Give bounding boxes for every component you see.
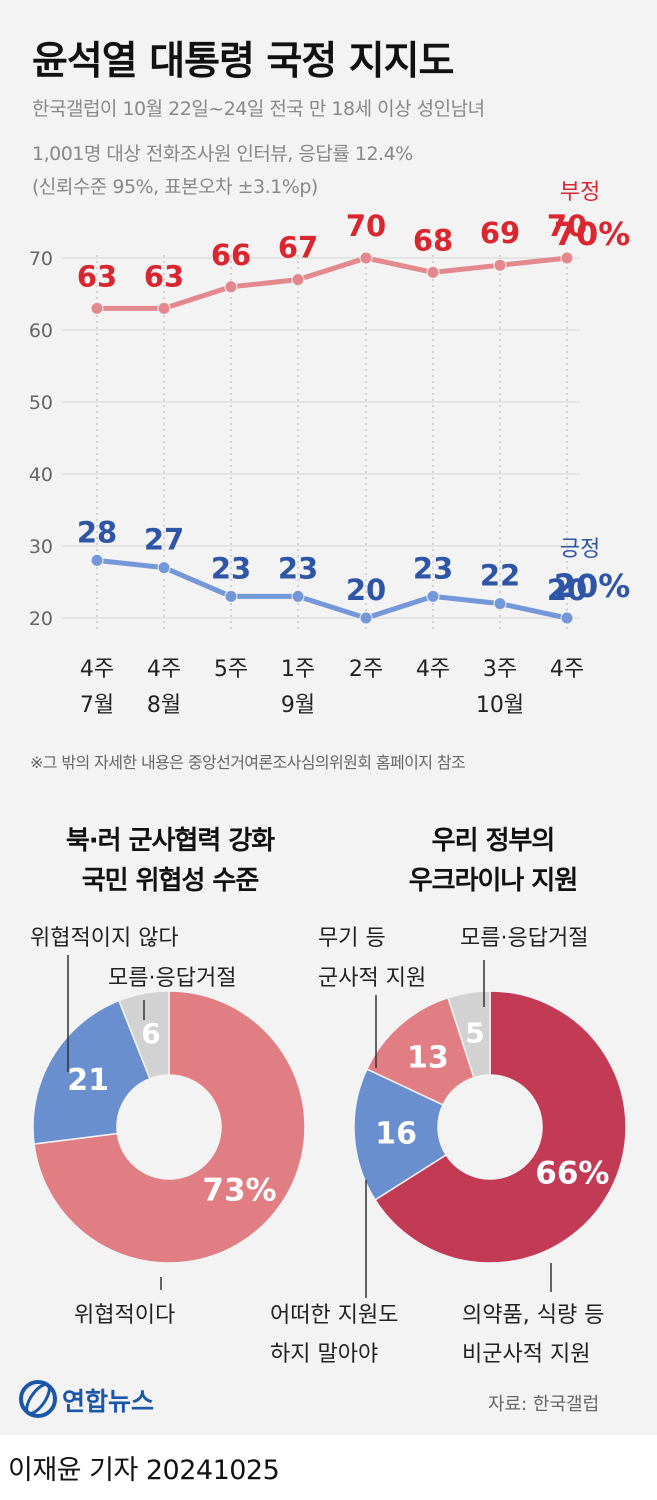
data-label: 20 <box>547 573 587 607</box>
y-tick-label: 30 <box>29 536 53 558</box>
x-tick-label: 8월 <box>147 693 181 718</box>
pie1-title-line-2: 국민 위협성 수준 <box>81 866 260 896</box>
slice-value-label: 13 <box>407 1040 449 1075</box>
data-label: 63 <box>77 259 117 293</box>
x-tick-label: 5주 <box>214 657 248 682</box>
x-tick-label: 3주 <box>483 657 517 682</box>
data-label: 69 <box>480 216 520 250</box>
donut-slice <box>374 990 627 1264</box>
slice-category-label: 모름·응답거절 <box>108 966 236 991</box>
data-label: 23 <box>278 551 318 585</box>
data-point <box>224 280 238 294</box>
data-label: 68 <box>413 223 453 257</box>
x-tick-label: 7월 <box>80 693 114 718</box>
series-name-label: 부정 <box>560 180 600 205</box>
slice-category-label: 의약품, 식량 등 <box>462 1303 604 1328</box>
pie1-title-line-1: 북·러 군사협력 강화 <box>65 826 275 856</box>
slice-category-label: 위협적이다 <box>74 1303 175 1328</box>
source-label: 자료: 한국갤럽 <box>488 1394 600 1415</box>
y-tick-label: 50 <box>29 392 53 414</box>
x-tick-label: 10월 <box>476 693 524 718</box>
data-point <box>90 553 104 567</box>
x-tick-label: 4주 <box>147 657 181 682</box>
data-label: 63 <box>144 259 184 293</box>
page-title: 윤석열 대통령 국정 지지도 <box>32 39 454 84</box>
pie2-title-line-2: 우크라이나 지원 <box>408 866 579 896</box>
data-label: 20 <box>346 573 386 607</box>
yonhap-logo-icon <box>19 1380 57 1418</box>
data-label: 28 <box>77 515 117 549</box>
x-tick-label: 2주 <box>349 657 383 682</box>
data-label: 67 <box>278 231 318 265</box>
data-point <box>560 611 574 625</box>
slice-value-label: 73% <box>202 1172 276 1208</box>
data-point <box>493 258 507 272</box>
slice-value-label: 5 <box>465 1016 484 1049</box>
slice-value-label: 16 <box>375 1117 417 1152</box>
x-tick-label: 9월 <box>281 693 315 718</box>
subtitle-line-2: 1,001명 대상 전화조사원 인터뷰, 응답률 12.4% <box>32 143 413 165</box>
data-point <box>493 597 507 611</box>
data-point <box>157 561 171 575</box>
y-tick-label: 60 <box>29 320 53 342</box>
subtitle-line-1: 한국갤럽이 10월 22일~24일 전국 만 18세 이상 성인남녀 <box>32 98 485 120</box>
data-point <box>157 301 171 315</box>
yonhap-logo: 연합뉴스 <box>19 1380 154 1418</box>
data-point <box>359 251 373 265</box>
x-tick-label: 4주 <box>416 657 450 682</box>
y-tick-label: 20 <box>29 608 53 630</box>
data-point <box>90 301 104 315</box>
pie2-title-line-1: 우리 정부의 <box>431 826 556 856</box>
data-label: 22 <box>480 559 520 593</box>
donut-slice <box>353 1068 448 1201</box>
data-label: 23 <box>413 551 453 585</box>
series-line <box>94 557 570 621</box>
data-point <box>291 273 305 287</box>
slice-category-label: 하지 말아야 <box>270 1342 378 1367</box>
donut-slice <box>32 999 151 1145</box>
data-label: 66 <box>211 238 251 272</box>
data-point <box>291 589 305 603</box>
data-label: 23 <box>211 551 251 585</box>
data-point <box>224 589 238 603</box>
x-tick-label: 1주 <box>281 657 315 682</box>
line-chart: 20 30 40 50 60 70 4주 7월 4주 8월 5주 1주 9월 2주 4주 3주 10월 4주 63 6… <box>29 180 630 718</box>
yonhap-logo-text: 연합뉴스 <box>62 1387 154 1416</box>
data-label: 70 <box>547 209 587 243</box>
slice-value-label: 66% <box>535 1155 609 1191</box>
series-line <box>94 255 570 311</box>
data-label: 27 <box>144 523 184 557</box>
donut-slice <box>117 990 170 1080</box>
data-point <box>426 589 440 603</box>
slice-category-label: 위협적이지 않다 <box>30 926 179 951</box>
slice-category-label: 모름·응답거절 <box>460 926 588 951</box>
data-point <box>426 265 440 279</box>
slice-category-label: 군사적 지원 <box>318 966 426 991</box>
y-tick-label: 40 <box>29 464 53 486</box>
series-name-label: 긍정 <box>560 537 600 562</box>
slice-category-label: 어떠한 지원도 <box>270 1303 398 1328</box>
byline: 이재윤 기자 20241025 <box>8 1455 280 1486</box>
x-tick-label: 4주 <box>80 657 114 682</box>
slice-value-label: 6 <box>141 1017 160 1050</box>
subtitle-line-3: (신뢰수준 95%, 표본오차 ±3.1%p) <box>32 176 318 198</box>
slice-category-label: 비군사적 지원 <box>462 1342 590 1367</box>
slice-category-label: 무기 등 <box>318 926 386 951</box>
footnote: ※그 밖의 자세한 내용은 중앙선거여론조사심의위원회 홈페이지 참조 <box>30 753 466 772</box>
x-tick-label: 4주 <box>550 657 584 682</box>
data-label: 70 <box>346 209 386 243</box>
data-point <box>560 251 574 265</box>
infographic-card: 윤석열 대통령 국정 지지도 한국갤럽이 10월 22일~24일 전국 만 18… <box>0 0 657 1435</box>
series-end-label: 20% <box>554 567 631 605</box>
chart-canvas: 20 30 40 50 60 70 4주 7월 4주 8월 5주 1주 9월 2주 4주 3주 10월 4주 63 6… <box>19 180 630 1418</box>
donut-slice <box>33 990 306 1264</box>
y-tick-label: 70 <box>29 248 53 270</box>
donut-slice <box>447 990 491 1079</box>
yonhap-logo-swoosh <box>25 1383 51 1415</box>
slice-value-label: 21 <box>67 1063 109 1098</box>
data-point <box>359 611 373 625</box>
series-end-label: 70% <box>554 215 631 253</box>
